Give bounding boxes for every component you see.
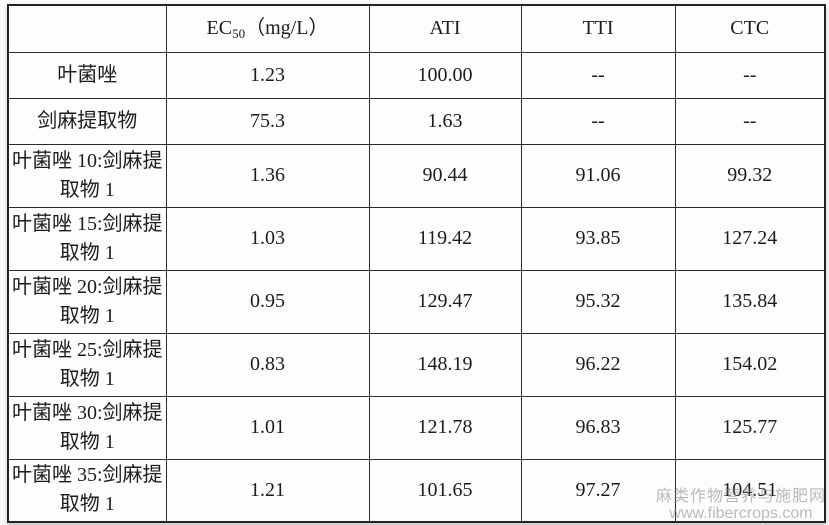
ec50-prefix: EC <box>206 17 233 40</box>
ati-value: 121.78 <box>368 395 522 460</box>
tti-value: 91.06 <box>520 143 676 208</box>
ec50-value: 0.83 <box>165 332 370 397</box>
header-row: EC50（mg/L） ATI TTI CTC <box>7 4 826 53</box>
ati-value: 119.42 <box>368 206 522 271</box>
table-row: 叶菌唑 15:剑麻提取物 1 1.03 119.42 93.85 127.24 <box>7 206 826 271</box>
ati-value: 101.65 <box>368 458 522 523</box>
ati-value: 90.44 <box>368 143 522 208</box>
ctc-value: 104.51 <box>674 458 826 523</box>
ctc-value: -- <box>674 51 826 99</box>
ctc-value: 154.02 <box>674 332 826 397</box>
table-row: 叶菌唑 35:剑麻提取物 1 1.21 101.65 97.27 104.51 <box>7 458 826 523</box>
ctc-value: 99.32 <box>674 143 826 208</box>
tti-value: -- <box>520 51 676 99</box>
row-label: 剑麻提取物 <box>7 97 167 145</box>
ati-value: 129.47 <box>368 269 522 334</box>
results-table: EC50（mg/L） ATI TTI CTC 叶菌唑 1.23 100.00 -… <box>7 4 826 523</box>
ec50-value: 0.95 <box>165 269 370 334</box>
ctc-value: 125.77 <box>674 395 826 460</box>
table-row: 叶菌唑 20:剑麻提取物 1 0.95 129.47 95.32 135.84 <box>7 269 826 334</box>
ati-value: 1.63 <box>368 97 522 145</box>
tti-value: 95.32 <box>520 269 676 334</box>
header-ec50: EC50（mg/L） <box>165 4 370 53</box>
row-label: 叶菌唑 <box>7 51 167 99</box>
tti-value: -- <box>520 97 676 145</box>
header-ati: ATI <box>368 4 522 53</box>
ec50-value: 1.01 <box>165 395 370 460</box>
header-tti: TTI <box>520 4 676 53</box>
row-label: 叶菌唑 10:剑麻提取物 1 <box>7 143 167 208</box>
table-row: 剑麻提取物 75.3 1.63 -- -- <box>7 97 826 145</box>
row-label: 叶菌唑 15:剑麻提取物 1 <box>7 206 167 271</box>
header-corner-cell <box>7 4 167 53</box>
table-row: 叶菌唑 25:剑麻提取物 1 0.83 148.19 96.22 154.02 <box>7 332 826 397</box>
ctc-value: 127.24 <box>674 206 826 271</box>
ati-value: 100.00 <box>368 51 522 99</box>
tti-value: 96.83 <box>520 395 676 460</box>
table-row: 叶菌唑 30:剑麻提取物 1 1.01 121.78 96.83 125.77 <box>7 395 826 460</box>
row-label: 叶菌唑 20:剑麻提取物 1 <box>7 269 167 334</box>
ec50-value: 1.03 <box>165 206 370 271</box>
row-label: 叶菌唑 35:剑麻提取物 1 <box>7 458 167 523</box>
ati-value: 148.19 <box>368 332 522 397</box>
ctc-value: 135.84 <box>674 269 826 334</box>
row-label: 叶菌唑 25:剑麻提取物 1 <box>7 332 167 397</box>
ctc-value: -- <box>674 97 826 145</box>
ec50-subscript: 50 <box>232 26 246 42</box>
tti-value: 97.27 <box>520 458 676 523</box>
row-label: 叶菌唑 30:剑麻提取物 1 <box>7 395 167 460</box>
tti-value: 93.85 <box>520 206 676 271</box>
table-row: 叶菌唑 1.23 100.00 -- -- <box>7 51 826 99</box>
ec50-value: 1.21 <box>165 458 370 523</box>
ec50-value: 1.23 <box>165 51 370 99</box>
tti-value: 96.22 <box>520 332 676 397</box>
header-ctc: CTC <box>674 4 826 53</box>
ec50-unit: （mg/L） <box>245 17 329 40</box>
ec50-value: 75.3 <box>165 97 370 145</box>
table-row: 叶菌唑 10:剑麻提取物 1 1.36 90.44 91.06 99.32 <box>7 143 826 208</box>
ec50-value: 1.36 <box>165 143 370 208</box>
